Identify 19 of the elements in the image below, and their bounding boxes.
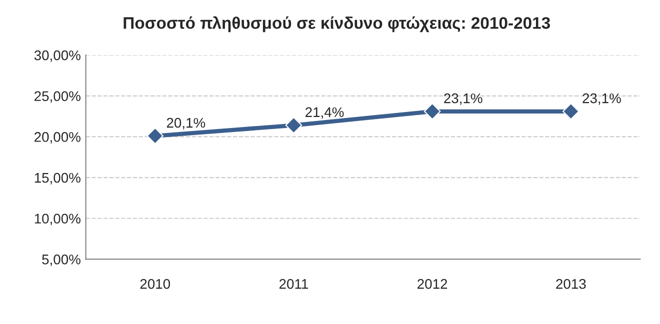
y-tick-label: 5,00% — [42, 254, 80, 266]
x-tick-label: 2010 — [140, 279, 170, 289]
point — [285, 116, 302, 134]
data-label: 21,4% — [306, 107, 344, 119]
x-tick-label: 2011 — [279, 279, 308, 289]
point — [146, 128, 164, 144]
y-tick-label: 30,00% — [34, 50, 80, 62]
data-label: 23,1% — [444, 93, 482, 105]
data-label: 23,1% — [582, 93, 621, 105]
point — [562, 103, 580, 120]
x-tick-label: 2013 — [556, 279, 586, 289]
chart-title: Ποσοστό πληθυσμού σε κίνδυνο φτώχειας: 2010-2013 — [124, 16, 550, 32]
data-label: 20,1% — [166, 118, 206, 130]
y-tick-label: 20,00% — [34, 132, 80, 144]
y-tick-label: 15,00% — [34, 172, 80, 184]
x-tick-label: 2012 — [418, 279, 448, 289]
point — [424, 103, 441, 120]
y-tick-label: 10,00% — [34, 214, 80, 226]
y-tick-label: 25,00% — [34, 91, 80, 103]
